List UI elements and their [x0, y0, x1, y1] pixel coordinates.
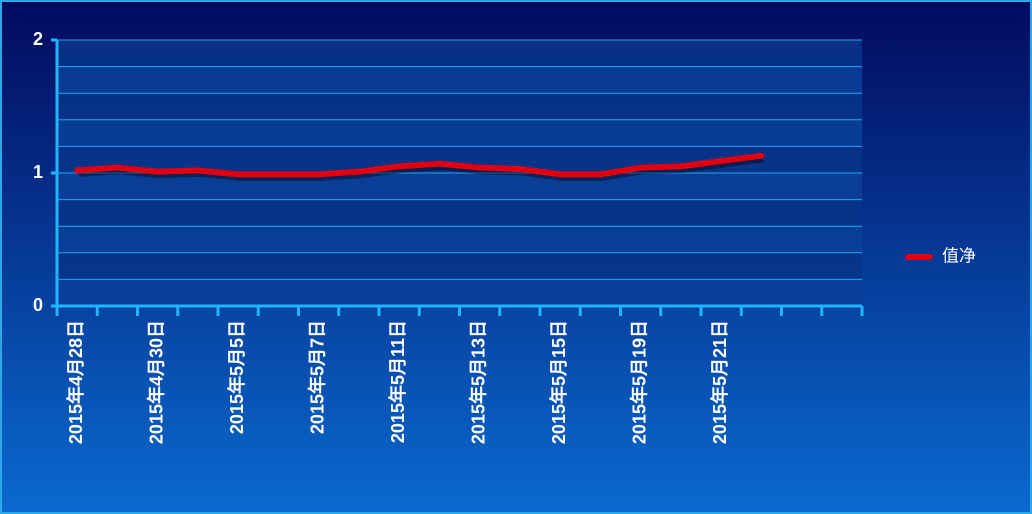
line-shadow: [78, 155, 764, 181]
legend-label: 值净: [942, 246, 976, 265]
x-tick-label: 2015年5月21日: [709, 320, 730, 444]
x-tick-label: 2015年4月28日: [65, 320, 86, 444]
series-line: [74, 152, 765, 178]
plot-stripe: [57, 66, 862, 94]
y-tick-label: 2: [33, 29, 43, 49]
plot-stripe: [57, 173, 862, 200]
plot-stripe: [57, 119, 862, 147]
plot-stripe: [57, 93, 862, 120]
plot-stripe: [57, 279, 862, 306]
plot-stripe: [57, 199, 862, 227]
x-tick-label: 2015年5月5日: [226, 320, 247, 434]
plot-stripe: [57, 40, 862, 67]
y-tick-label: 1: [33, 162, 43, 182]
plot-stripe: [57, 252, 862, 280]
x-tick-label: 2015年5月13日: [467, 320, 488, 444]
x-tick-label: 2015年5月19日: [628, 320, 649, 444]
plot-stripe: [57, 226, 862, 253]
x-tick-label: 2015年5月11日: [387, 320, 408, 443]
x-tick-label: 2015年5月15日: [548, 320, 569, 444]
x-tick-label: 2015年5月7日: [306, 320, 327, 434]
x-tick-label: 2015年4月30日: [145, 320, 166, 444]
y-tick-label: 0: [33, 295, 43, 315]
